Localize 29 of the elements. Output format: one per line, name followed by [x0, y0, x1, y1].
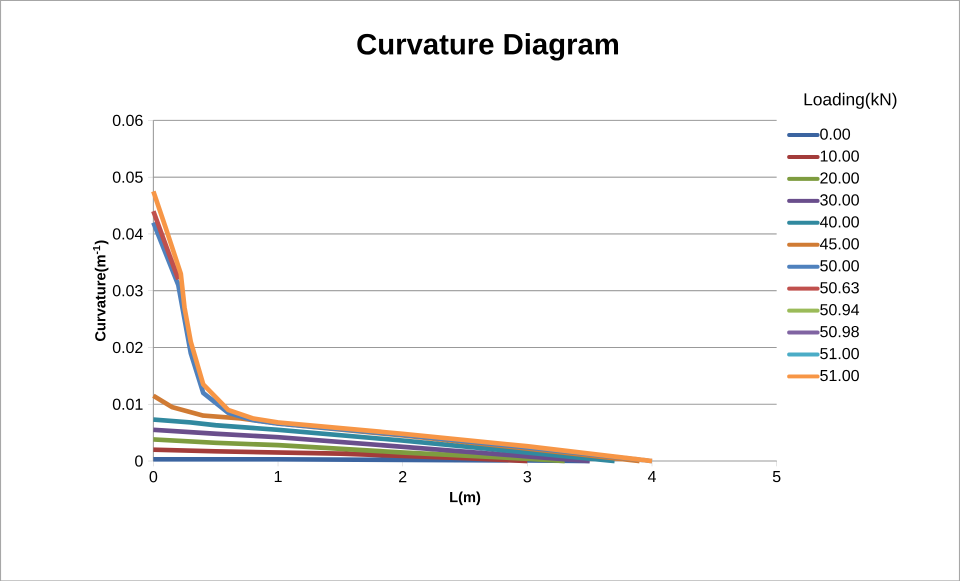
- legend-label: 50.00: [820, 260, 859, 272]
- legend-label: 45.00: [820, 238, 859, 250]
- y-tick-label: 0.02: [112, 342, 143, 353]
- legend-label: 50.98: [820, 326, 859, 338]
- legend-label: 50.94: [820, 304, 860, 316]
- y-tick-label: 0.03: [112, 284, 143, 296]
- legend-label: 40.00: [820, 216, 859, 228]
- x-tick-label: 2: [399, 470, 406, 482]
- y-tick-label: 0.04: [112, 228, 143, 240]
- legend-label: 0.00: [820, 128, 850, 140]
- x-tick-label: 5: [772, 470, 780, 482]
- chart-title: Curvature Diagram: [357, 32, 618, 60]
- legend-label: 51.00: [820, 348, 859, 360]
- x-tick-label: 0: [150, 470, 158, 482]
- x-axis-title: L(m): [450, 491, 480, 505]
- x-tick-label: 4: [648, 470, 656, 482]
- y-axis-title: Curvature(m$^{-1}$): [93, 240, 108, 341]
- y-tick-label: 0: [135, 455, 143, 466]
- y-tick-label: 0.01: [112, 398, 143, 410]
- y-tick-label: 0.06: [112, 114, 143, 126]
- legend-label: 50.63: [820, 282, 859, 294]
- y-tick-label: 0.05: [112, 171, 143, 183]
- x-tick-label: 1: [274, 470, 282, 482]
- legend-label: 10.00: [820, 150, 859, 162]
- legend-label: 30.00: [820, 194, 859, 206]
- legend-label: 20.00: [820, 172, 859, 184]
- legend-title: Loading(kN): [804, 92, 896, 109]
- x-tick-label: 3: [524, 470, 532, 482]
- legend-label: 51.00: [820, 370, 859, 381]
